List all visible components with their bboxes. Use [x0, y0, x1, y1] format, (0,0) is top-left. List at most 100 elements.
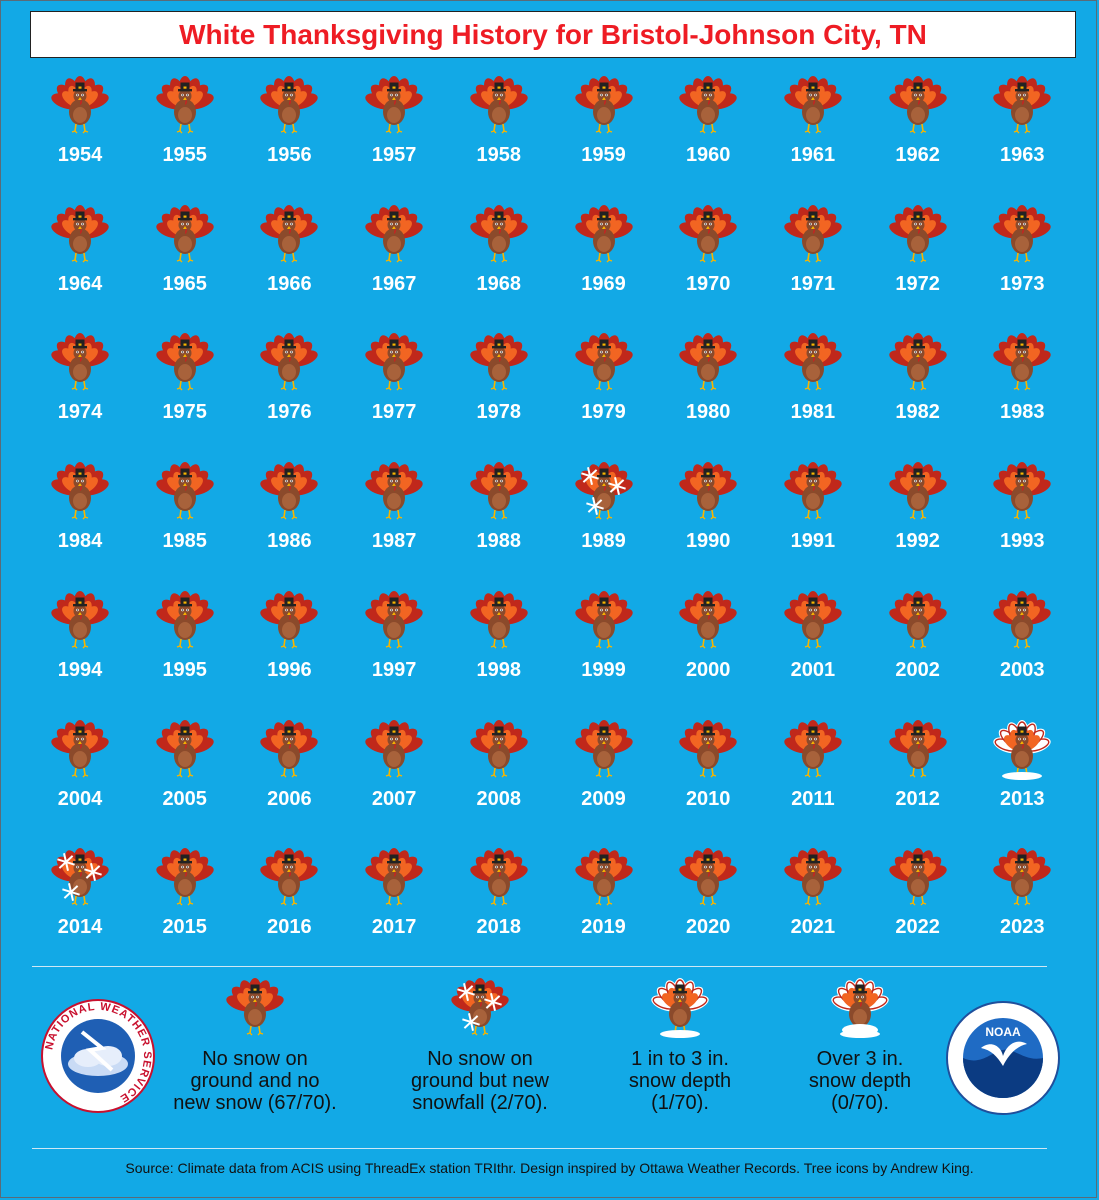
- turkey-icon: [679, 462, 737, 520]
- year-cell: 2018: [447, 848, 551, 958]
- turkey-icon: [888, 719, 947, 777]
- turkey-icon: [679, 590, 737, 649]
- year-label: 1993: [1000, 530, 1045, 553]
- legend-icon-slot: [385, 978, 575, 1048]
- turkey-icon: [574, 590, 633, 649]
- year-cell: 2023: [970, 848, 1074, 958]
- legend-item-new-snowfall: No snow on ground but new snowfall (2/70…: [385, 978, 575, 1114]
- year-cell: 2016: [237, 848, 341, 958]
- year-cell: 2020: [656, 848, 760, 958]
- year-label: 2013: [1000, 787, 1045, 810]
- turkey-icon: [226, 978, 284, 1036]
- year-cell: 1978: [447, 333, 551, 443]
- turkey-light-snow-icon: [993, 719, 1051, 780]
- year-cell: 2009: [552, 719, 656, 830]
- year-label: 1982: [895, 401, 940, 424]
- year-label: 1960: [685, 144, 731, 166]
- year-cell: 1990: [656, 462, 760, 572]
- chart-title: White Thanksgiving History for Bristol-J…: [179, 18, 927, 50]
- turkey-icon: [260, 719, 319, 777]
- year-label: 2000: [685, 658, 731, 681]
- year-cell: 1999: [552, 590, 656, 701]
- year-label: 1978: [476, 401, 522, 424]
- year-label: 2008: [476, 787, 522, 810]
- year-cell: 1992: [866, 462, 970, 572]
- turkey-icon: [260, 204, 319, 263]
- year-label: 1965: [162, 272, 207, 295]
- turkey-icon: [888, 590, 947, 649]
- year-label: 2003: [1000, 658, 1045, 681]
- year-label: 2022: [895, 916, 940, 939]
- year-label: 1995: [162, 658, 207, 681]
- legend-label-new-snowfall: No snow on ground but new snowfall (2/70…: [411, 1048, 549, 1114]
- legend-label-light-depth: 1 in to 3 in. snow depth (1/70).: [628, 1048, 732, 1114]
- turkey-icon: [155, 333, 214, 391]
- turkey-icon: [679, 204, 737, 263]
- turkey-icon: [679, 76, 737, 134]
- year-label: 1956: [267, 144, 312, 166]
- year-label: 1968: [476, 272, 522, 295]
- noaa-logo: NOAA: [946, 1001, 1060, 1115]
- year-cell: 1972: [866, 204, 970, 315]
- year-label: 1966: [267, 272, 312, 295]
- year-label: 2011: [791, 787, 835, 810]
- turkey-icon: [993, 590, 1051, 649]
- turkey-icon: [993, 333, 1051, 391]
- turkey-icon: [365, 76, 423, 134]
- year-label: 2017: [371, 916, 417, 939]
- year-cell: 1967: [342, 204, 446, 315]
- year-label: 2005: [162, 787, 207, 810]
- turkey-icon: [574, 719, 633, 777]
- year-label: 2021: [790, 916, 836, 939]
- year-cell: 1985: [133, 462, 237, 572]
- turkey-icon: [574, 76, 633, 134]
- year-label: 1961: [790, 144, 836, 166]
- turkey-icon: [51, 76, 109, 134]
- year-label: 1962: [895, 144, 940, 166]
- year-label: 2007: [371, 787, 417, 810]
- year-cell: 1976: [237, 333, 341, 443]
- year-label: 2002: [895, 658, 940, 681]
- noaa-logo-text: NOAA: [985, 1025, 1021, 1039]
- year-cell: 1977: [342, 333, 446, 443]
- turkey-icon: [888, 204, 947, 263]
- year-label: 1972: [895, 272, 940, 295]
- turkey-icon: [365, 848, 423, 906]
- year-label: 1983: [1000, 401, 1045, 424]
- year-cell: 1983: [970, 333, 1074, 443]
- year-label: 1973: [1000, 272, 1045, 295]
- year-cell: 1969: [552, 204, 656, 315]
- year-cell: 2008: [447, 719, 551, 830]
- year-cell: 1965: [133, 204, 237, 315]
- year-cell: 2015: [133, 848, 237, 958]
- legend-item-light-depth: 1 in to 3 in. snow depth (1/70).: [590, 978, 770, 1114]
- year-label: 1985: [162, 530, 207, 553]
- turkey-icon: [993, 462, 1051, 520]
- year-cell: 1975: [133, 333, 237, 443]
- year-label: 1955: [162, 144, 207, 166]
- turkey-icon: [365, 333, 423, 391]
- year-label: 1974: [57, 401, 103, 424]
- turkey-icon: [51, 462, 109, 520]
- year-cell: 1961: [761, 76, 865, 186]
- turkey-icon: [155, 719, 214, 777]
- turkey-icon: [155, 590, 214, 649]
- year-label: 2019: [581, 916, 626, 939]
- year-label: 1986: [267, 530, 312, 553]
- year-label: 1996: [267, 658, 312, 681]
- turkey-icon: [784, 204, 842, 263]
- turkey-icon: [888, 333, 947, 391]
- year-cell: 2007: [342, 719, 446, 830]
- year-label: 2016: [267, 916, 312, 939]
- turkey-heavy-snow-icon: [831, 978, 889, 1038]
- year-cell: 1986: [237, 462, 341, 572]
- year-cell: 2004: [28, 719, 132, 830]
- year-label: 1975: [162, 401, 207, 424]
- year-label: 1970: [685, 272, 731, 295]
- turkey-icon: [888, 76, 947, 134]
- year-cell: 1968: [447, 204, 551, 315]
- year-cell: 1984: [28, 462, 132, 572]
- turkey-icon: [51, 333, 109, 391]
- year-cell: 1982: [866, 333, 970, 443]
- turkey-icon: [574, 333, 633, 391]
